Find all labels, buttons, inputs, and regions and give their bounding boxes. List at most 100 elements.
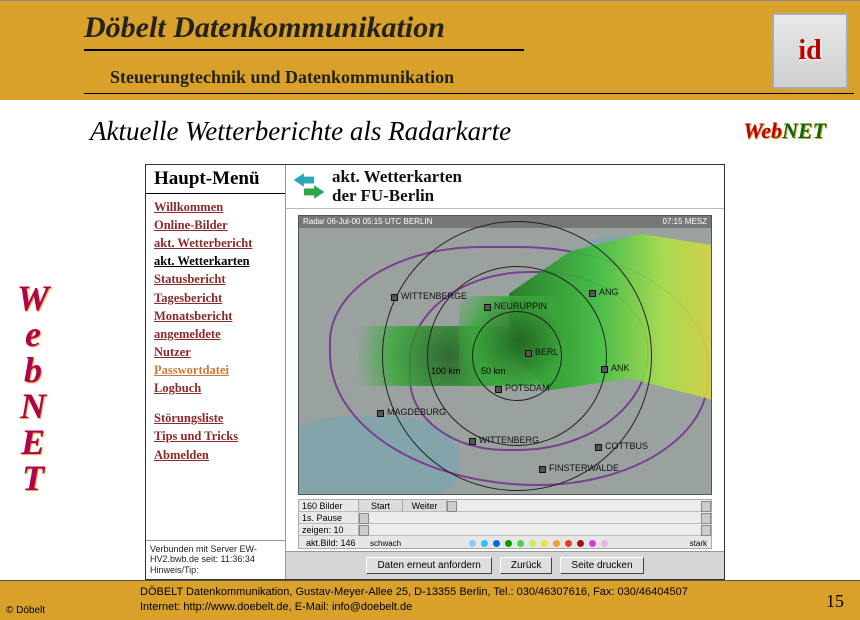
page-number: 15 — [826, 591, 844, 612]
city-label: BERL — [535, 347, 559, 357]
start-button[interactable]: Start — [359, 500, 403, 511]
brand-part2: NET — [782, 118, 826, 143]
legend-dot — [493, 540, 500, 547]
city-marker — [377, 410, 384, 417]
print-button[interactable]: Seite drucken — [560, 557, 643, 574]
city-marker — [391, 294, 398, 301]
sidebar-item[interactable]: Störungsliste — [154, 409, 283, 427]
radar-map[interactable]: Radar 06-Jul-00 05:15 UTC BERLIN 07:15 M… — [298, 215, 712, 495]
sidebar-item[interactable]: Nutzer — [154, 343, 283, 361]
status-line: Verbunden mit Server EW- — [150, 544, 281, 555]
city-label: FINSTERWALDE — [549, 463, 619, 473]
next-button[interactable]: Weiter — [403, 500, 447, 511]
company-title: Döbelt Datenkommunikation — [84, 11, 445, 45]
sidebar-item[interactable]: akt. Wetterkarten — [154, 252, 283, 270]
sidebar-item[interactable]: Tagesbericht — [154, 289, 283, 307]
legend-dot — [541, 540, 548, 547]
city-marker — [589, 290, 596, 297]
legend-dot — [505, 540, 512, 547]
brand-letter: W — [14, 280, 54, 316]
radar-header-right: 07:15 MESZ — [663, 217, 707, 227]
sidebar-item[interactable]: Tips und Tricks — [154, 427, 283, 445]
brand-part1: Web — [743, 118, 782, 143]
footer: © Döbelt DÖBELT Datenkommunikation, Gust… — [0, 580, 860, 620]
footer-contact: DÖBELT Datenkommunikation, Gustav-Meyer-… — [140, 585, 688, 615]
city-marker — [539, 466, 546, 473]
frame-slider[interactable] — [447, 500, 711, 511]
legend-dot — [589, 540, 596, 547]
brand-letter: e — [14, 316, 54, 352]
sidebar-item[interactable]: angemeldete — [154, 325, 283, 343]
city-marker — [601, 366, 608, 373]
city-label: ANK — [611, 363, 630, 373]
control-row: 1s. Pause — [299, 512, 711, 524]
city-label: NEURUPPIN — [494, 301, 547, 311]
reload-button[interactable]: Daten erneut anfordern — [366, 557, 491, 574]
brand-letter: N — [14, 388, 54, 424]
main-title: akt. Wetterkartender FU-Berlin — [332, 168, 462, 205]
city-marker — [469, 438, 476, 445]
status-line: Hinweis/Tip: — [150, 565, 281, 576]
divider — [84, 49, 524, 51]
city-label: MAGDEBURG — [387, 407, 446, 417]
legend-dot — [553, 540, 560, 547]
webnet-badge: WebNET — [743, 118, 826, 144]
legend-dots — [412, 540, 665, 547]
company-subtitle: Steuerungtechnik und Datenkommunikation — [110, 67, 454, 88]
logo-text: id — [798, 35, 821, 67]
legend-dot — [529, 540, 536, 547]
sidebar-item[interactable]: Passwortdatei — [154, 361, 283, 379]
legend-weak: schwach — [370, 539, 410, 548]
menu-list: WillkommenOnline-Bilderakt. Wetterberich… — [146, 194, 285, 401]
menu-list-2: StörungslisteTips und TricksAbmelden — [146, 409, 285, 467]
pause-slider[interactable] — [359, 512, 711, 523]
city-marker — [595, 444, 602, 451]
sidebar-item[interactable]: Abmelden — [154, 446, 283, 464]
slide: Döbelt Datenkommunikation Steuerungtechn… — [0, 0, 860, 620]
divider — [84, 93, 854, 94]
copyright: © Döbelt — [6, 605, 45, 616]
status-line: HV2.bwb.de seit: 11:36:34 — [150, 554, 281, 565]
app-window: Haupt-Menü WillkommenOnline-Bilderakt. W… — [145, 164, 725, 580]
back-button[interactable]: Zurück — [500, 557, 553, 574]
sidebar-status: Verbunden mit Server EW- HV2.bwb.de seit… — [146, 540, 285, 579]
sidebar-item[interactable]: Monatsbericht — [154, 307, 283, 325]
legend-dot — [577, 540, 584, 547]
city-marker — [525, 350, 532, 357]
radar-header-left: Radar 06-Jul-00 05:15 UTC BERLIN — [303, 217, 432, 227]
company-logo: id — [772, 13, 848, 89]
sidebar-title: Haupt-Menü — [146, 165, 285, 194]
legend-strong: stark — [667, 539, 707, 548]
page-title: Aktuelle Wetterberichte als Radarkarte — [90, 116, 511, 147]
legend: akt.Bild: 146 schwach stark — [299, 536, 711, 550]
control-row: 160 Bilder Start Weiter — [299, 500, 711, 512]
sidebar-item[interactable]: Statusbericht — [154, 270, 283, 288]
divider — [146, 401, 285, 409]
content: Aktuelle Wetterberichte als Radarkarte W… — [0, 100, 860, 580]
sidebar-item[interactable]: Online-Bilder — [154, 216, 283, 234]
sidebar-item[interactable]: Willkommen — [154, 198, 283, 216]
city-label: POTSDAM — [505, 383, 550, 393]
legend-dot — [469, 540, 476, 547]
show-label: zeigen: 10 — [299, 524, 359, 535]
frames-label: 160 Bilder — [299, 500, 359, 511]
legend-dot — [601, 540, 608, 547]
header: Döbelt Datenkommunikation Steuerungtechn… — [0, 0, 860, 100]
main-header: akt. Wetterkartender FU-Berlin — [286, 165, 724, 209]
legend-dot — [565, 540, 572, 547]
sidebar-item[interactable]: Logbuch — [154, 379, 283, 397]
sidebar-item[interactable]: akt. Wetterbericht — [154, 234, 283, 252]
current-frame-label: akt.Bild: 146 — [303, 537, 368, 549]
brand-letter: E — [14, 424, 54, 460]
vertical-brand: WebNET — [14, 280, 54, 496]
legend-dot — [481, 540, 488, 547]
playback-controls: 160 Bilder Start Weiter 1s. Pause zeigen… — [298, 499, 712, 549]
main-panel: akt. Wetterkartender FU-Berlin Radar 06-… — [286, 165, 724, 579]
show-slider[interactable] — [359, 524, 711, 535]
city-label: COTTBUS — [605, 441, 648, 451]
city-label: WITTENBERG — [479, 435, 539, 445]
action-bar: Daten erneut anfordern Zurück Seite druc… — [286, 551, 724, 579]
brand-letter: T — [14, 460, 54, 496]
city-marker — [495, 386, 502, 393]
brand-letter: b — [14, 352, 54, 388]
